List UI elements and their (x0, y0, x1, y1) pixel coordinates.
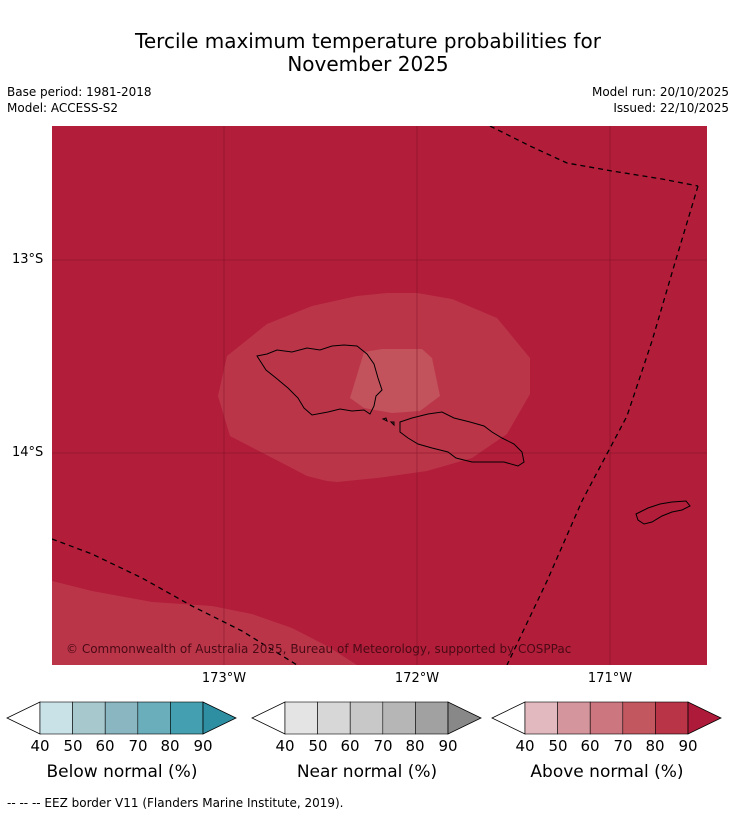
eez-footnote: -- -- -- EEZ border V11 (Flanders Marine… (7, 796, 344, 810)
colorbar-segment (104, 701, 139, 735)
colorbar-segment (557, 701, 591, 735)
tick-label: 70 (373, 737, 393, 755)
colorbar-segment (170, 701, 204, 735)
map-title: Tercile maximum temperature probabilitie… (0, 30, 736, 76)
tick-label: 40 (30, 737, 50, 755)
tick-label: 80 (160, 737, 180, 755)
tick-label: 80 (405, 737, 425, 755)
manono-island (381, 417, 388, 422)
lon-label-173w: 173°W (201, 671, 247, 686)
colorbar-lower-extension (491, 701, 526, 735)
model-name: Model: ACCESS-S2 (7, 101, 119, 115)
tick-label: 60 (580, 737, 600, 755)
savaii-island (256, 344, 383, 416)
lat-label-14s: 14°S (12, 445, 44, 460)
lon-label-172w: 172°W (394, 671, 440, 686)
colorbar-segment (317, 701, 351, 735)
eez-border-north (489, 125, 699, 187)
tick-label: 90 (678, 737, 698, 755)
tick-label: 90 (193, 737, 213, 755)
colorbar-lower-extension (251, 701, 286, 735)
map-panel: © Commonwealth of Australia 2025, Bureau… (51, 125, 707, 666)
colorbar-above-label: Above normal (%) (530, 762, 684, 782)
tick-label: 90 (438, 737, 458, 755)
lat-label-13s: 13°S (12, 252, 44, 267)
eez-border-southwest (51, 538, 298, 666)
upolu-island (399, 411, 525, 467)
tick-label: 50 (308, 737, 328, 755)
title-line-1: Tercile maximum temperature probabilitie… (135, 29, 601, 53)
eez-borders (51, 125, 699, 666)
colorbar-segment (655, 701, 689, 735)
colorbar-near-svg (251, 701, 482, 735)
tick-label: 70 (613, 737, 633, 755)
coastlines (256, 344, 691, 525)
colorbar-segment (382, 701, 416, 735)
copyright-text: © Commonwealth of Australia 2025, Bureau… (66, 642, 571, 656)
colorbar-below-label: Below normal (%) (46, 762, 198, 782)
tick-label: 50 (548, 737, 568, 755)
colorbar-segment (589, 701, 624, 735)
colorbar-above-svg (491, 701, 722, 735)
title-line-2: November 2025 (287, 52, 449, 76)
tutuila-island (635, 500, 691, 525)
meta-right: Model run: 20/10/2025 Issued: 22/10/2025 (592, 84, 729, 116)
colorbar-upper-extension (687, 701, 722, 735)
colorbar-below-normal: 40 50 60 70 80 90 Below normal (%) (6, 700, 238, 782)
map-svg: © Commonwealth of Australia 2025, Bureau… (51, 125, 707, 666)
colorbar-above-normal: 40 50 60 70 80 90 Above normal (%) (491, 700, 723, 782)
colorbar-below-svg (6, 701, 237, 735)
colorbar-lower-extension (6, 701, 41, 735)
colorbar-segment (284, 701, 318, 735)
tick-label: 60 (95, 737, 115, 755)
meta-left: Base period: 1981-2018 Model: ACCESS-S2 (7, 84, 152, 116)
issued-date: Issued: 22/10/2025 (613, 101, 729, 115)
base-period: Base period: 1981-2018 (7, 85, 152, 99)
graticule (52, 126, 707, 665)
probability-field-80-southwest (52, 581, 357, 665)
colorbar-near-label: Near normal (%) (296, 762, 438, 782)
colorbar-upper-extension (447, 701, 482, 735)
lon-label-171w: 171°W (587, 671, 633, 686)
eez-border-east (506, 185, 699, 666)
tick-label: 40 (515, 737, 535, 755)
colorbar-segment (622, 701, 656, 735)
colorbar-segment (349, 701, 384, 735)
tick-label: 80 (645, 737, 665, 755)
model-run: Model run: 20/10/2025 (591, 85, 729, 99)
colorbar-segment (524, 701, 558, 735)
tick-label: 50 (63, 737, 83, 755)
colorbar-segment (137, 701, 171, 735)
colorbar-segment (415, 701, 449, 735)
probability-field-70 (350, 349, 440, 413)
colorbar-near-normal: 40 50 60 70 80 90 Near normal (%) (251, 700, 483, 782)
apolima-island (389, 421, 395, 427)
tick-label: 40 (275, 737, 295, 755)
tick-label: 70 (128, 737, 148, 755)
colorbar-segment (72, 701, 106, 735)
tick-label: 60 (340, 737, 360, 755)
colorbar-segment (39, 701, 73, 735)
colorbar-upper-extension (202, 701, 237, 735)
